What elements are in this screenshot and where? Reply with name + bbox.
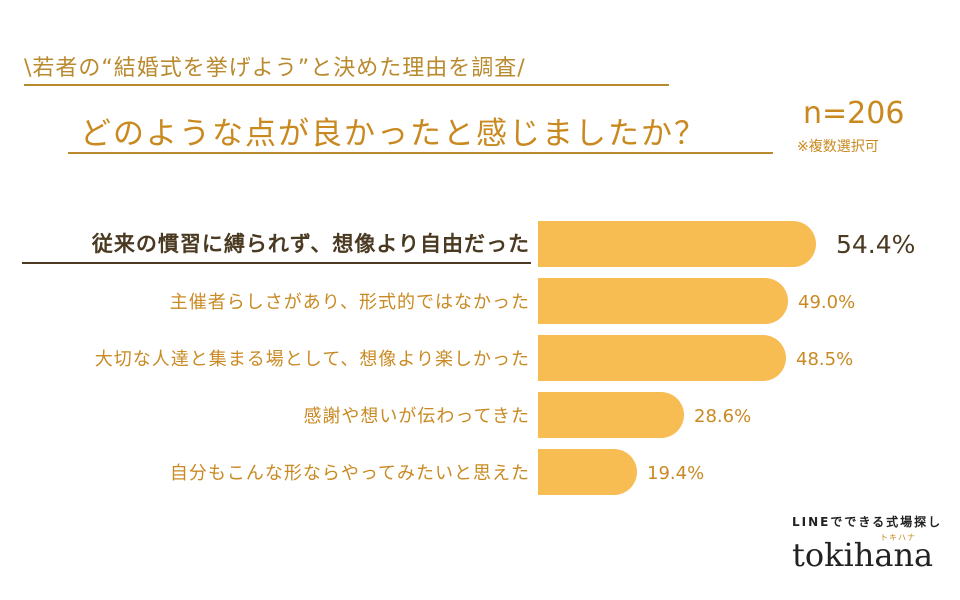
brand-tagline: LINEでできる式場探し bbox=[792, 515, 943, 529]
chart-title: どのような点が良かったと感じましたか？ bbox=[80, 116, 707, 152]
category-label-1: 主催者らしさがあり、形式的ではなかった bbox=[170, 292, 530, 313]
bar-2 bbox=[538, 335, 786, 381]
bar-1 bbox=[538, 278, 788, 324]
sample-size: n=206 bbox=[803, 96, 905, 131]
brand-logo: tokihana bbox=[792, 536, 934, 574]
subtitle-underline bbox=[24, 84, 669, 86]
bar-3 bbox=[538, 392, 684, 438]
highlight-underline bbox=[22, 262, 531, 264]
category-label-2: 大切な人達と集まる場として、想像より楽しかった bbox=[95, 349, 530, 370]
category-label-4: 自分もこんな形ならやってみたいと思えた bbox=[170, 463, 530, 484]
value-label-0: 54.4% bbox=[836, 230, 915, 259]
multiple-choice-note: ※複数選択可 bbox=[797, 139, 879, 155]
value-label-4: 19.4% bbox=[647, 463, 704, 484]
value-label-2: 48.5% bbox=[796, 349, 853, 370]
bar-0 bbox=[538, 221, 816, 267]
survey-subtitle: \若者の“結婚式を挙げよう”と決めた理由を調査/ bbox=[24, 56, 526, 81]
value-label-1: 49.0% bbox=[798, 292, 855, 313]
brand-kana: トキハナ bbox=[880, 533, 916, 542]
bar-4 bbox=[538, 449, 637, 495]
category-label-3: 感謝や想いが伝わってきた bbox=[303, 406, 530, 427]
value-label-3: 28.6% bbox=[694, 406, 751, 427]
title-underline bbox=[68, 152, 773, 154]
category-label-0: 従来の慣習に縛られず、想像より自由だった bbox=[91, 232, 530, 256]
